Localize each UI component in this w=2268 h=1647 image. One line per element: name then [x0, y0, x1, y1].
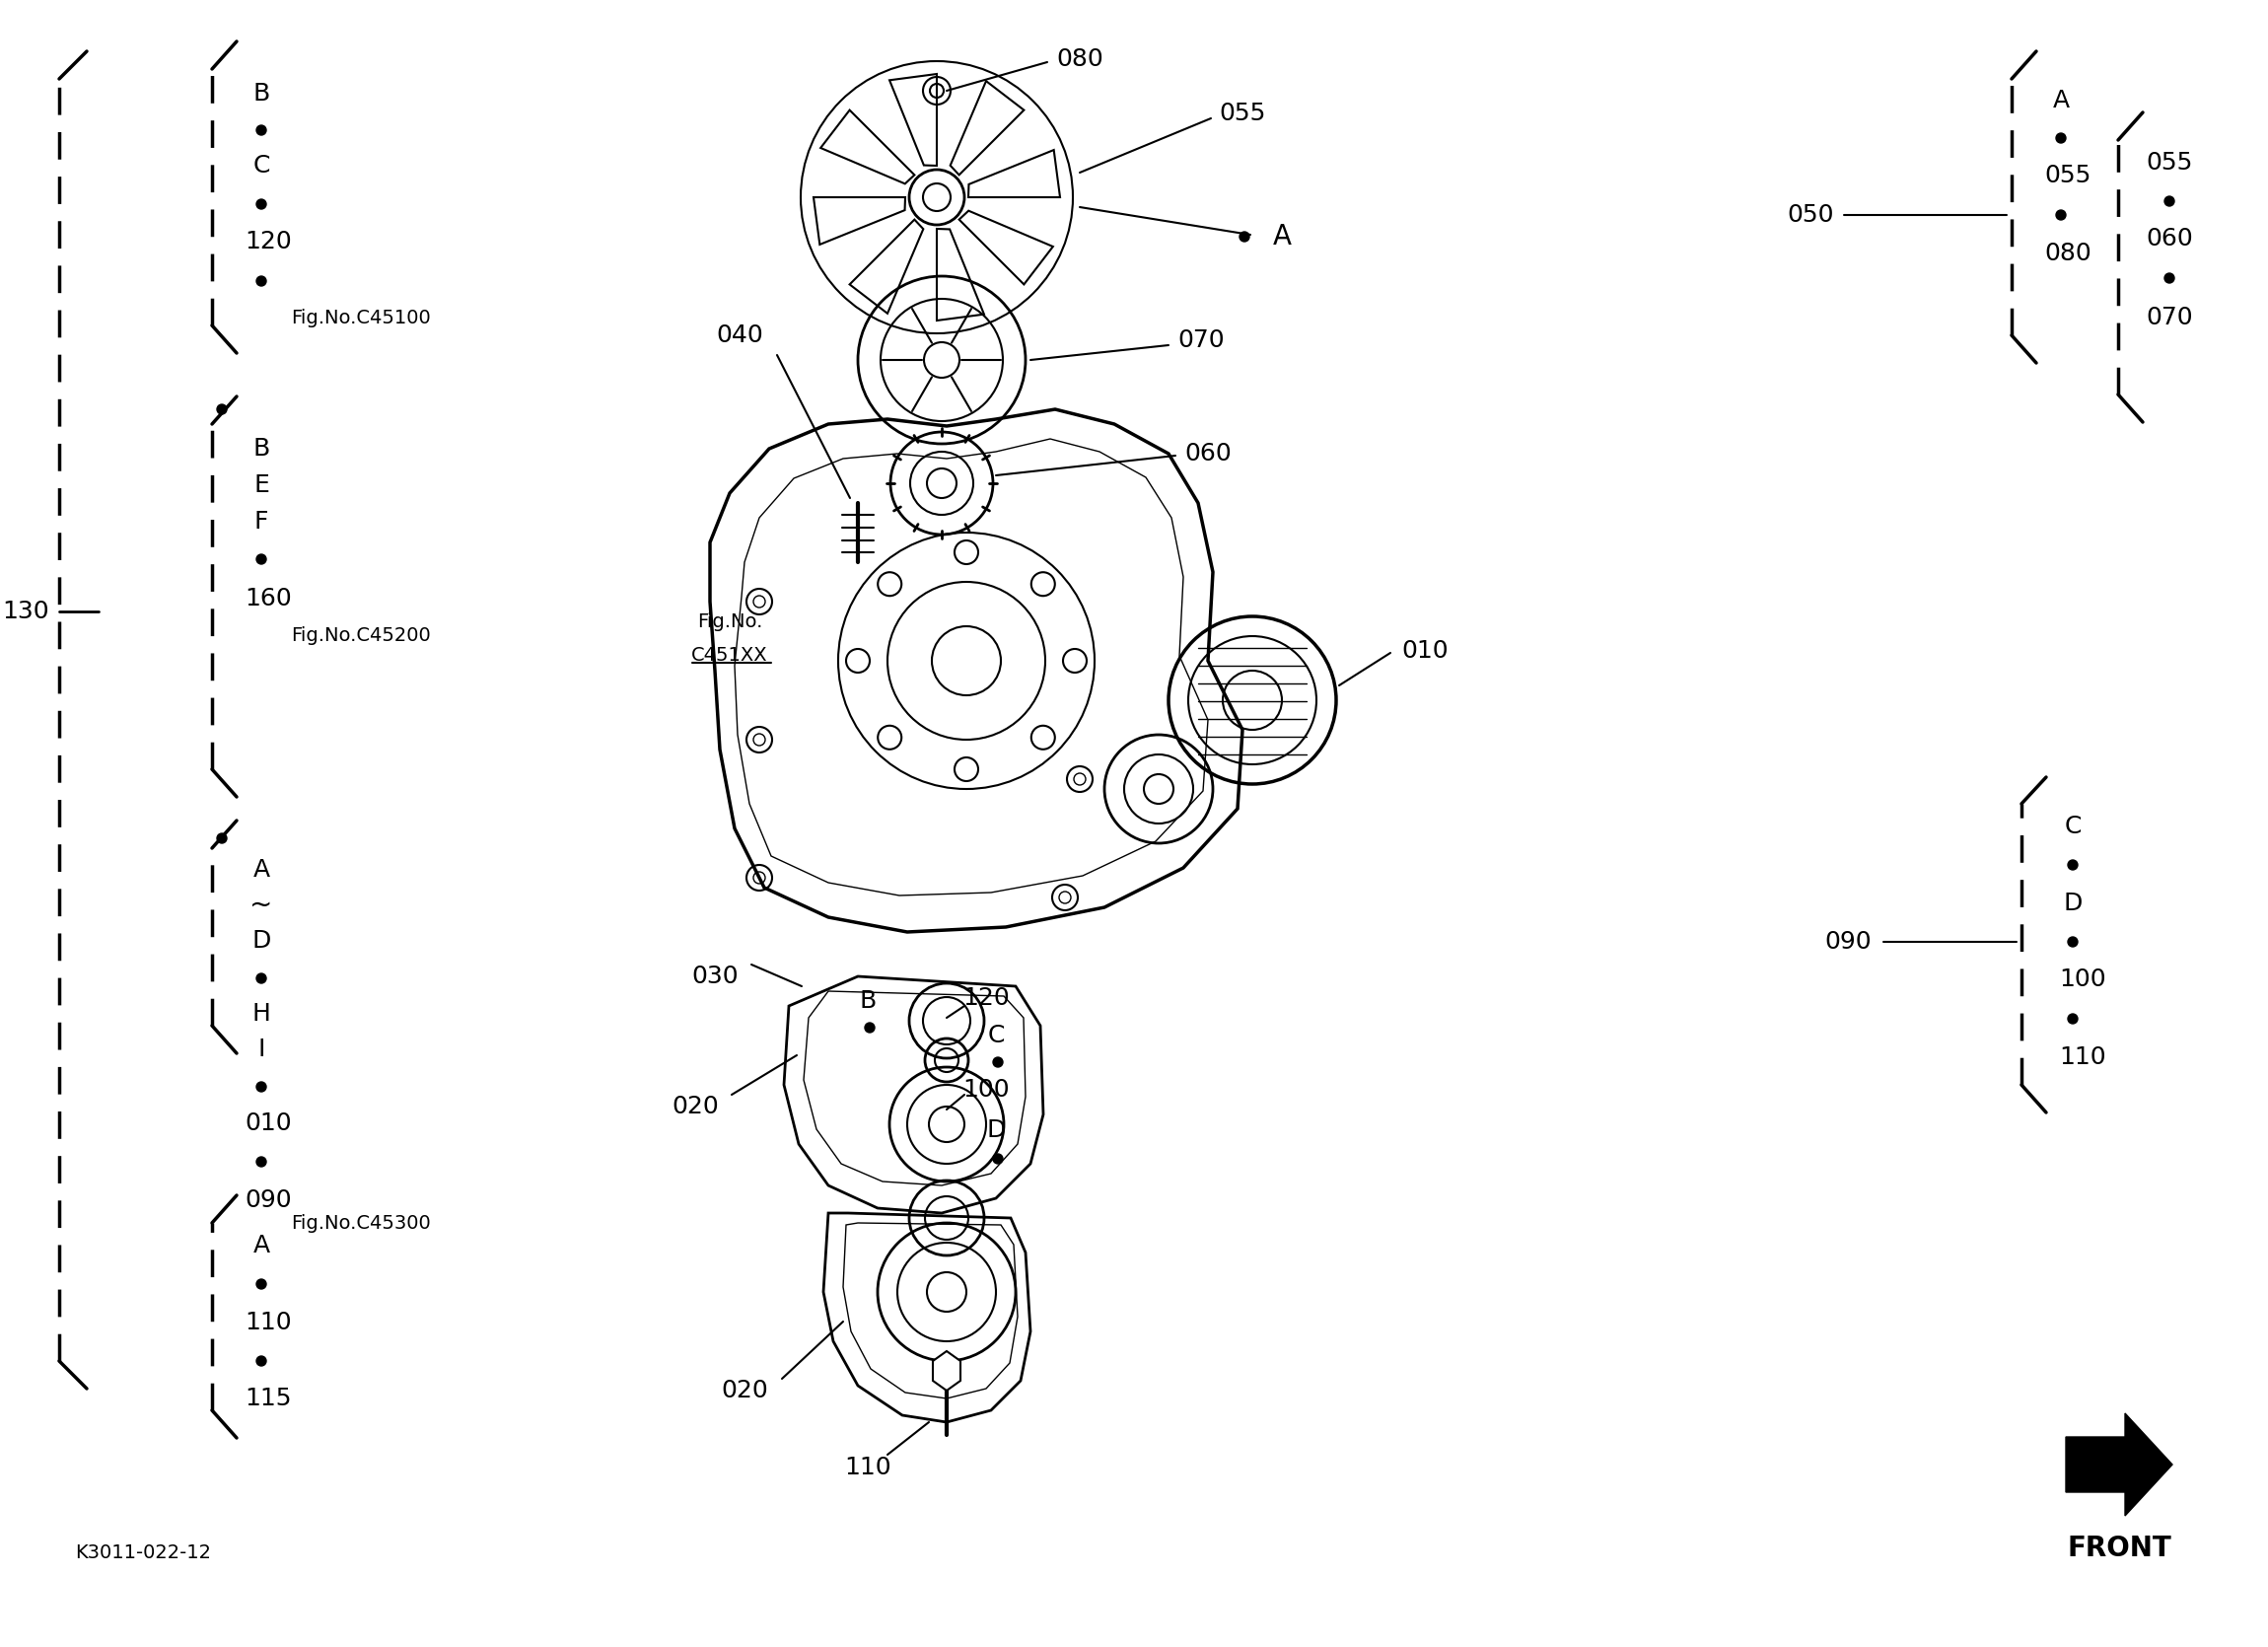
Text: B: B: [860, 990, 875, 1013]
Text: 055: 055: [2043, 163, 2091, 188]
Circle shape: [2057, 133, 2066, 143]
Text: 115: 115: [245, 1387, 293, 1410]
Text: 090: 090: [245, 1189, 293, 1212]
Text: A: A: [2053, 89, 2068, 112]
Circle shape: [218, 405, 227, 413]
Circle shape: [256, 555, 265, 565]
Text: C: C: [987, 1024, 1005, 1047]
Circle shape: [993, 1057, 1002, 1067]
Text: C: C: [2064, 815, 2082, 838]
Polygon shape: [932, 1351, 959, 1390]
Text: I: I: [259, 1038, 265, 1061]
Text: 160: 160: [245, 586, 293, 611]
Text: C: C: [252, 153, 270, 178]
Text: 055: 055: [2146, 152, 2193, 175]
Text: B: B: [252, 436, 270, 461]
Circle shape: [1241, 232, 1250, 242]
Text: H: H: [252, 1001, 270, 1026]
Circle shape: [256, 1280, 265, 1290]
Text: 020: 020: [671, 1095, 719, 1118]
Circle shape: [256, 125, 265, 135]
Circle shape: [993, 1155, 1002, 1164]
Text: 050: 050: [1787, 203, 1835, 227]
Text: 130: 130: [2, 600, 50, 623]
Text: FRONT: FRONT: [2066, 1535, 2170, 1563]
Text: 010: 010: [245, 1112, 293, 1135]
Text: B: B: [252, 82, 270, 105]
Text: Fig.No.: Fig.No.: [696, 613, 762, 631]
Text: 070: 070: [2146, 306, 2193, 329]
Text: 040: 040: [717, 323, 762, 348]
Text: 010: 010: [1402, 639, 1449, 662]
Text: Fig.No.C45200: Fig.No.C45200: [290, 628, 431, 646]
Text: 070: 070: [1177, 328, 1225, 352]
Circle shape: [256, 1082, 265, 1092]
Text: D: D: [2064, 891, 2082, 916]
Text: A: A: [252, 858, 270, 881]
Circle shape: [2068, 860, 2077, 870]
Text: 090: 090: [1826, 931, 1871, 954]
Text: 100: 100: [2059, 967, 2107, 991]
Circle shape: [256, 277, 265, 287]
Text: E: E: [254, 473, 270, 497]
Text: 110: 110: [2059, 1046, 2107, 1069]
Circle shape: [256, 1355, 265, 1365]
Text: 030: 030: [692, 965, 739, 988]
Text: 080: 080: [1057, 48, 1102, 71]
Text: Fig.No.C45300: Fig.No.C45300: [290, 1214, 431, 1232]
Circle shape: [2164, 273, 2175, 283]
Circle shape: [2164, 196, 2175, 206]
Circle shape: [218, 833, 227, 843]
Text: 120: 120: [245, 231, 293, 254]
Text: 120: 120: [962, 987, 1009, 1010]
Text: C451XX: C451XX: [692, 647, 769, 665]
Circle shape: [2057, 211, 2066, 221]
Polygon shape: [2066, 1413, 2173, 1515]
Text: 100: 100: [962, 1077, 1009, 1102]
Circle shape: [2068, 1015, 2077, 1024]
Text: A: A: [1272, 222, 1290, 250]
Text: ~: ~: [249, 891, 272, 919]
Circle shape: [256, 973, 265, 983]
Text: A: A: [252, 1234, 270, 1257]
Text: 055: 055: [1220, 102, 1266, 125]
Circle shape: [2068, 937, 2077, 947]
Text: Fig.No.C45100: Fig.No.C45100: [290, 308, 431, 328]
Text: K3011-022-12: K3011-022-12: [75, 1543, 211, 1563]
Text: 060: 060: [2146, 227, 2193, 250]
Text: 110: 110: [844, 1456, 891, 1479]
Text: F: F: [254, 511, 268, 534]
Text: 110: 110: [245, 1311, 293, 1334]
Text: 060: 060: [1184, 441, 1232, 466]
Text: 080: 080: [2043, 242, 2091, 265]
Text: D: D: [252, 929, 270, 952]
Circle shape: [864, 1023, 875, 1033]
Text: D: D: [987, 1118, 1005, 1141]
Circle shape: [256, 199, 265, 209]
Text: 020: 020: [721, 1379, 769, 1402]
Circle shape: [256, 1156, 265, 1166]
